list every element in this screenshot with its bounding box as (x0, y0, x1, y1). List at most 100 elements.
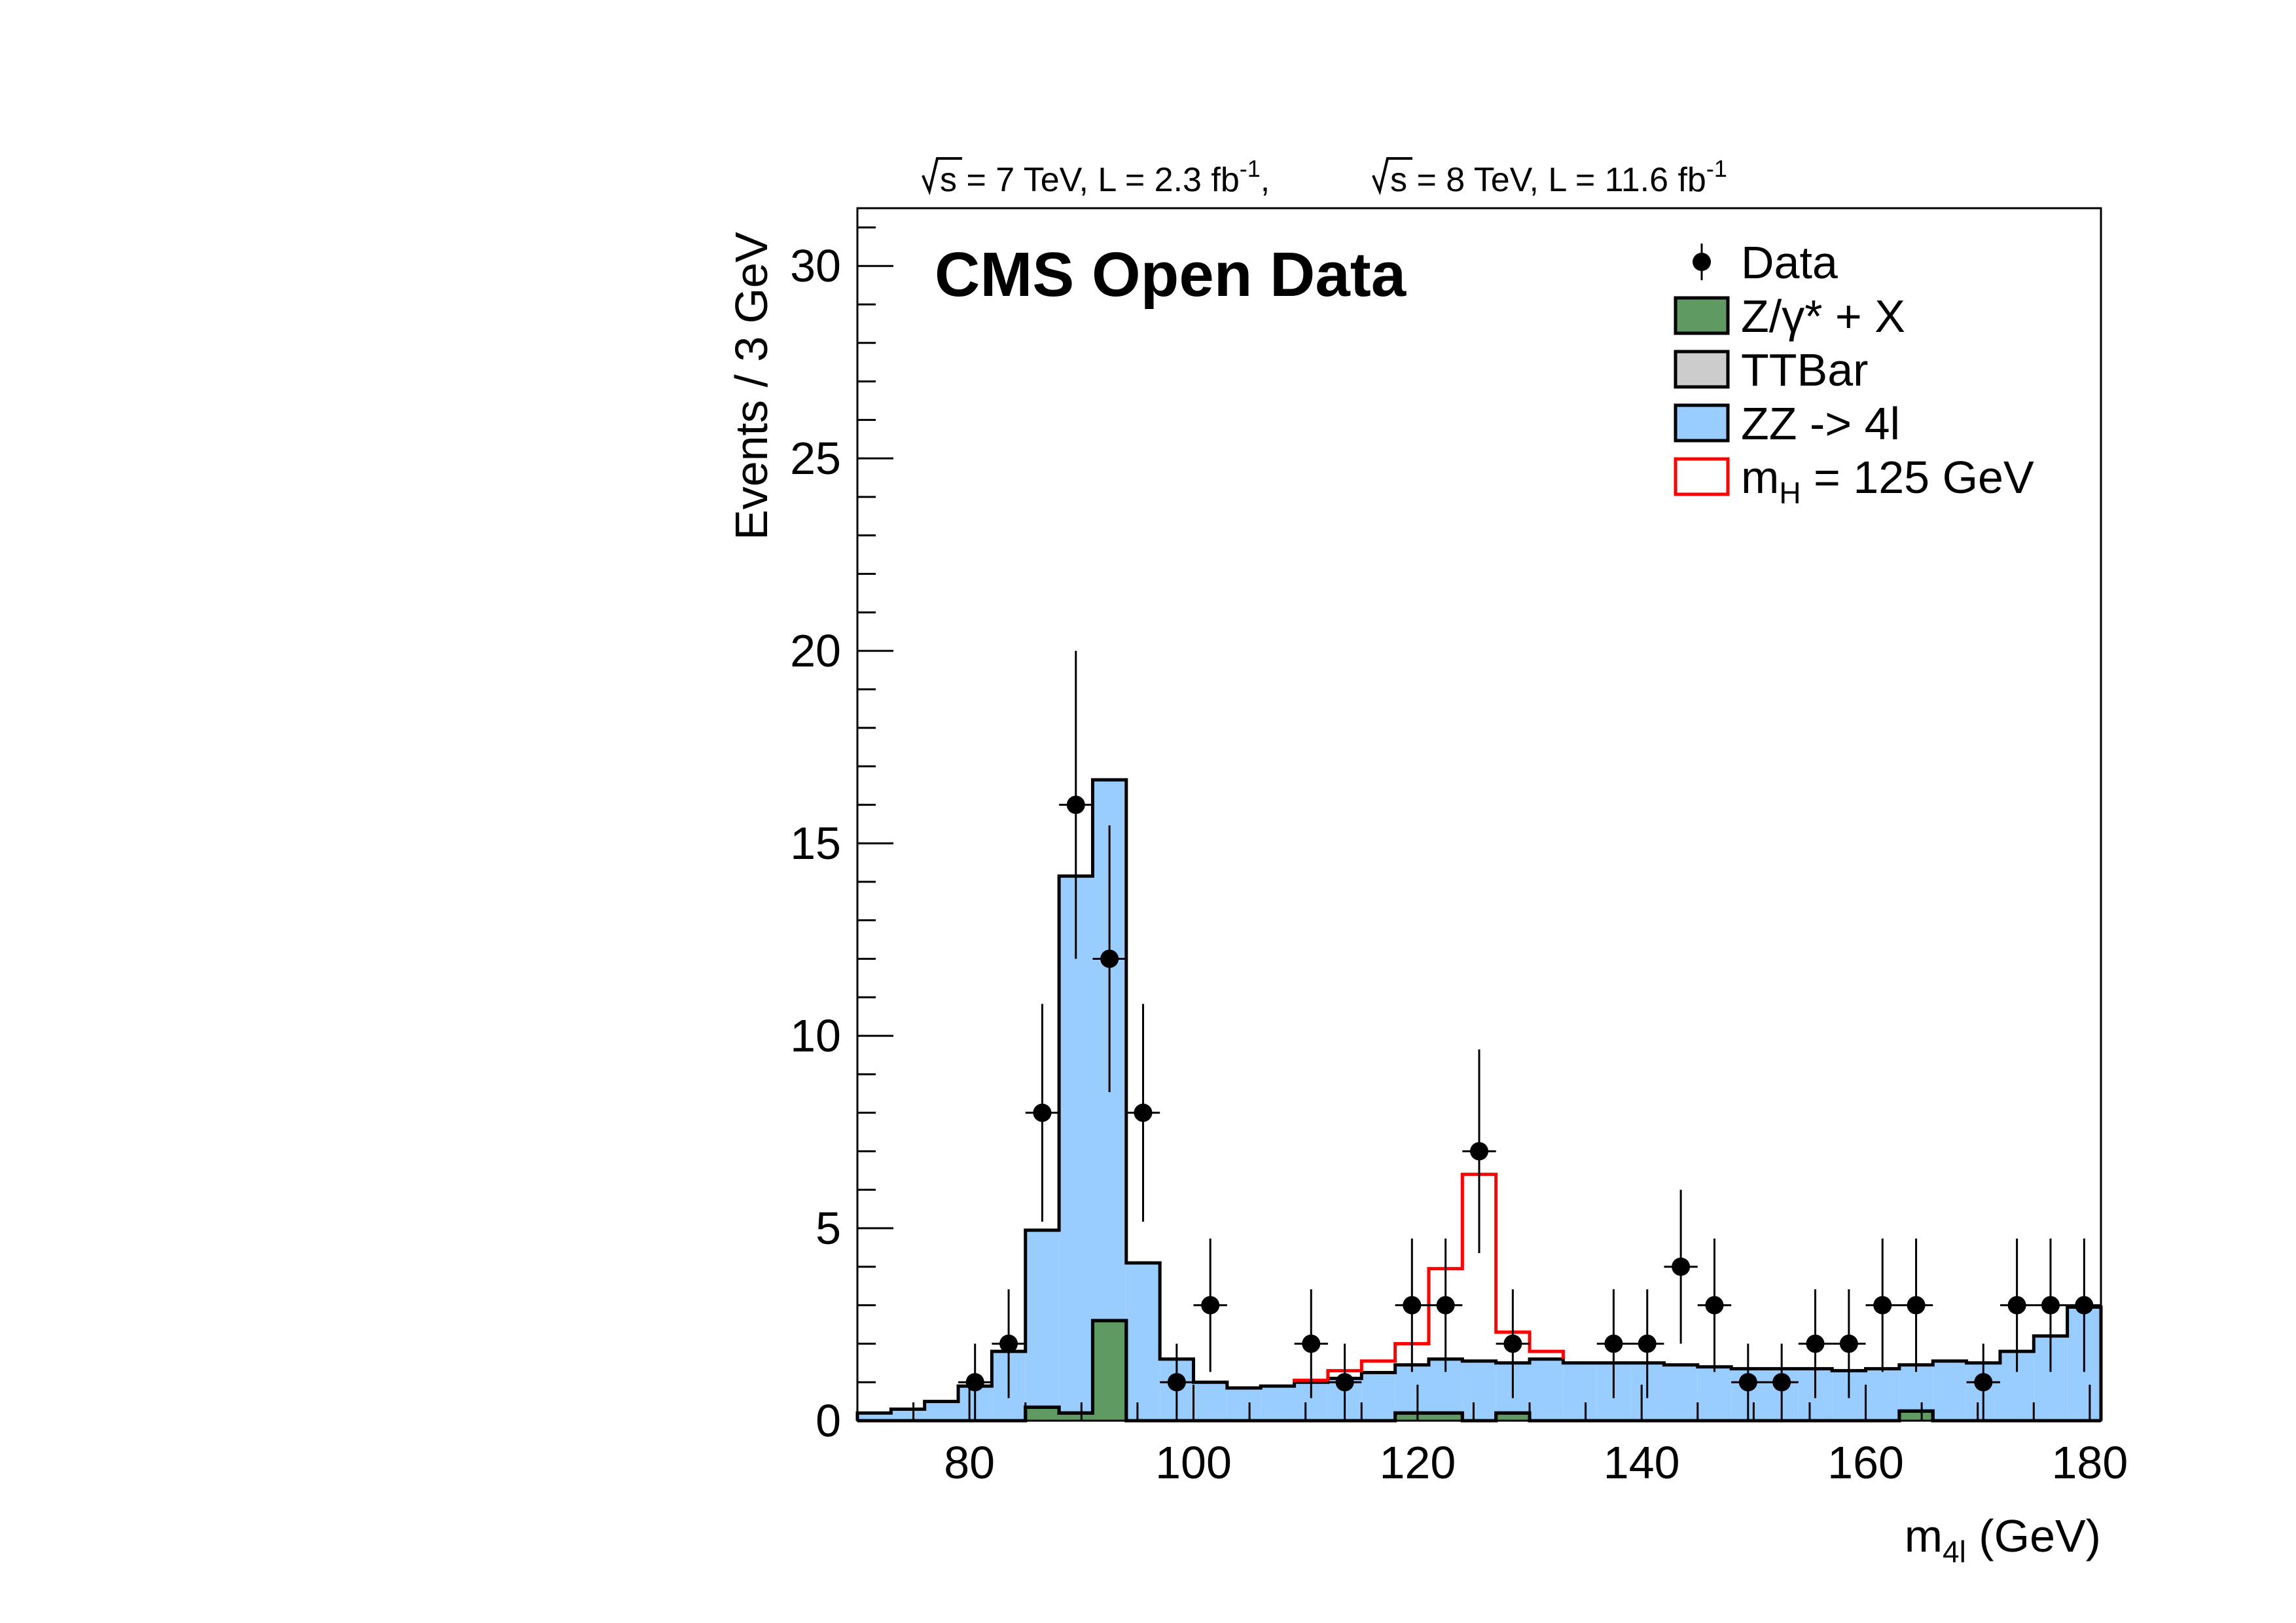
data-point-21 (1832, 1289, 1866, 1398)
series-2-bar-20 (1530, 1359, 1564, 1421)
legend-signal-rest: = 125 GeV (1801, 452, 2034, 503)
legend-entry-series-1: TTBar (1674, 344, 1868, 395)
x-tick-label-80: 80 (944, 1437, 995, 1488)
data-point-3-marker (1066, 795, 1085, 814)
y-tick-label-25: 25 (790, 433, 841, 484)
data-point-2-marker (1033, 1103, 1052, 1122)
series-2-bar-8 (1126, 1262, 1160, 1421)
data-point-8 (1294, 1289, 1328, 1398)
series-2-bar-10 (1193, 1382, 1227, 1421)
subtitle-part1: s = 7 TeV, L = 2.3 fb (940, 161, 1240, 199)
data-point-26-marker (2041, 1296, 2060, 1315)
data-point-5-marker (1134, 1103, 1153, 1122)
subtitle-text-1: s = 7 TeV, L = 2.3 fb-1, (940, 155, 1270, 199)
data-point-25-marker (2007, 1296, 2026, 1315)
legend-data-label: Data (1741, 237, 1838, 288)
data-point-3 (1059, 651, 1093, 959)
x-axis-label-sub: 4l (1943, 1535, 1966, 1569)
subtitle-part1-exp: -1 (1240, 155, 1261, 182)
legend-signal-name: m (1741, 452, 1779, 503)
legend-series-1-label: TTBar (1741, 344, 1868, 395)
data-point-19 (1765, 1343, 1799, 1421)
plot-frame (856, 207, 2102, 1422)
data-point-17 (1697, 1238, 1732, 1372)
data-point-14-marker (1604, 1334, 1623, 1353)
data-point-16 (1664, 1190, 1698, 1344)
series-2-bar-18 (1462, 1360, 1496, 1421)
data-point-27-marker (2075, 1296, 2094, 1315)
series-2-bar-12 (1261, 1386, 1295, 1421)
series-2-bar-21 (1563, 1362, 1597, 1421)
data-point-1-marker (999, 1334, 1018, 1353)
data-point-24-marker (1974, 1373, 1993, 1392)
data-point-8-marker (1302, 1334, 1321, 1353)
data-point-11 (1428, 1238, 1463, 1372)
data-point-23 (1899, 1238, 1933, 1372)
data-point-24 (1966, 1343, 2000, 1421)
legend-signal-label: mH = 125 GeV (1741, 452, 2034, 510)
data-point-0 (958, 1343, 992, 1421)
series-1-outline (857, 1319, 2101, 1423)
series-2-bar-25 (1697, 1366, 1732, 1421)
series-2-bar-15 (1361, 1372, 1395, 1421)
subtitle-sqrt-2 (1372, 157, 1412, 196)
series-0-bar-19 (1496, 1413, 1530, 1421)
subtitle-part2-exp: -1 (1706, 155, 1727, 182)
y-tick-label-10: 10 (790, 1010, 841, 1061)
subtitle-group: s = 7 TeV, L = 2.3 fb-1, s = 8 TeV, L = 1… (922, 155, 1727, 199)
legend-entry-series-2: ZZ -> 4l (1674, 398, 1900, 449)
data-point-16-marker (1672, 1257, 1691, 1276)
data-point-21-marker (1839, 1334, 1858, 1353)
series-2-bar-30 (1865, 1368, 1899, 1421)
series-2-bar-5 (1025, 1230, 1060, 1408)
x-tick-label-160: 160 (1827, 1437, 1904, 1488)
data-point-20 (1798, 1289, 1833, 1398)
data-point-11-marker (1436, 1296, 1455, 1315)
series-0-bar-17 (1428, 1413, 1463, 1421)
data-point-0-marker (965, 1373, 984, 1392)
legend-data-marker (1693, 253, 1711, 271)
data-point-1 (992, 1289, 1026, 1398)
series-2-bar-0 (857, 1413, 891, 1421)
legend-series-0-swatch (1674, 296, 1730, 335)
data-point-22 (1865, 1238, 1899, 1372)
subtitle-part2: s = 8 TeV, L = 11.6 fb (1390, 161, 1706, 199)
data-point-25 (2000, 1238, 2034, 1372)
data-point-13 (1496, 1289, 1530, 1398)
chart-title: CMS Open Data (935, 240, 1407, 310)
x-tick-label-120: 120 (1379, 1437, 1456, 1488)
subtitle-sqrt-1 (922, 157, 962, 196)
series-2-bar-1 (891, 1409, 925, 1421)
series-0-bar-16 (1395, 1413, 1429, 1421)
series-0-bar-6 (1059, 1413, 1093, 1421)
series-0-group (1025, 1321, 1933, 1421)
subtitle-text-2: s = 8 TeV, L = 11.6 fb-1 (1390, 155, 1727, 199)
series-2-bar-6 (1059, 876, 1093, 1413)
legend-signal-sub: H (1779, 476, 1801, 510)
data-point-27 (2067, 1238, 2101, 1372)
data-point-9 (1327, 1343, 1362, 1421)
legend-series-2-label: ZZ -> 4l (1741, 398, 1900, 449)
series-2-bar-11 (1227, 1388, 1261, 1421)
data-point-4-marker (1100, 949, 1119, 968)
legend-signal-swatch (1674, 457, 1730, 496)
data-point-5 (1126, 1004, 1160, 1222)
legend-series-2-swatch (1674, 403, 1730, 443)
data-point-6 (1160, 1343, 1194, 1421)
y-tick-label-5: 5 (816, 1203, 841, 1254)
data-point-18 (1731, 1343, 1765, 1421)
data-point-23-marker (1907, 1296, 1926, 1315)
data-point-7 (1193, 1238, 1227, 1372)
series-2-bar-16 (1395, 1364, 1429, 1413)
data-point-18-marker (1738, 1373, 1757, 1392)
y-tick-label-0: 0 (816, 1395, 841, 1446)
series-2-bar-2 (924, 1401, 959, 1421)
y-tick-label-30: 30 (790, 240, 841, 291)
data-point-15 (1630, 1289, 1664, 1398)
data-point-10 (1395, 1238, 1429, 1372)
series-2-bar-32 (1933, 1360, 1967, 1421)
data-point-7-marker (1201, 1296, 1220, 1315)
series-0-bar-31 (1899, 1411, 1933, 1421)
